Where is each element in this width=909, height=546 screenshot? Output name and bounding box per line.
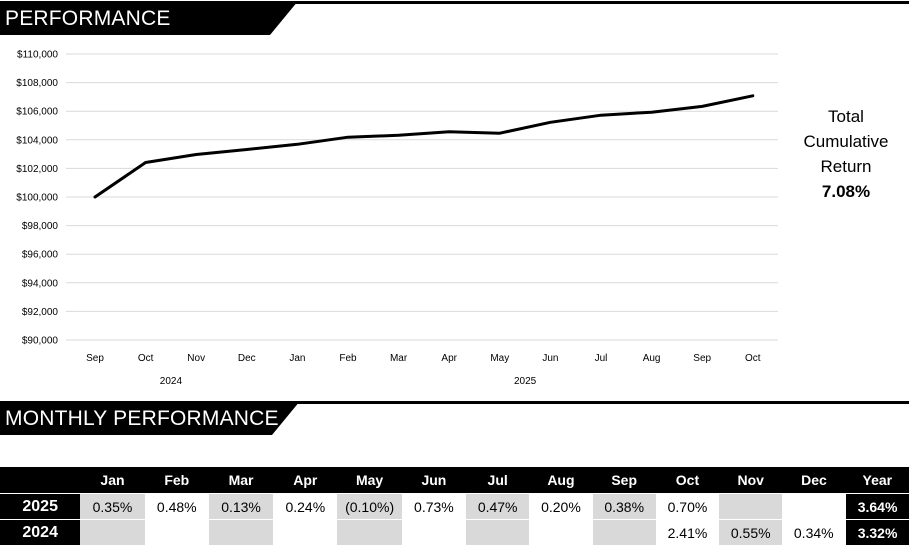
y-tick-label: $96,000 (22, 250, 59, 261)
y-axis-ticks: $90,000 $92,000 $94,000 $96,000 $98,000 $100,… (16, 50, 58, 347)
month-return-cell (208, 519, 274, 545)
header-cell: Jun (401, 467, 467, 494)
header-cell: Oct (655, 467, 720, 494)
month-return-cell (401, 519, 467, 545)
header-cell (0, 467, 81, 494)
section-tab: MONTHLY PERFORMANCE (0, 401, 300, 435)
x-axis-ticks: Sep Oct Nov Dec Jan Feb Mar Apr May Jun Jul Aug Sep O… (86, 353, 761, 387)
total-return-label-line2: Cumulative (803, 132, 889, 151)
month-return-cell: 0.20% (529, 493, 593, 520)
y-tick-label: $94,000 (22, 278, 59, 289)
month-return-cell (592, 519, 656, 545)
year-group-label: 2025 (514, 376, 537, 387)
total-cumulative-return: Total Cumulative Return 7.08% (778, 104, 909, 204)
month-return-cell: 0.48% (144, 493, 209, 520)
performance-title: PERFORMANCE (5, 7, 171, 30)
performance-line-chart: $90,000 $92,000 $94,000 $96,000 $98,000 $100,… (16, 50, 778, 387)
section-rule (0, 1, 909, 4)
month-return-cell: 0.47% (466, 493, 530, 520)
header-cell: Apr (273, 467, 338, 494)
year-total-cell: 3.64% (845, 493, 909, 520)
monthly-performance-table: Jan Feb Mar Apr May Jun Jul Aug Sep Oct … (0, 467, 909, 545)
header-cell: May (337, 467, 402, 494)
header-cell: Jul (466, 467, 530, 494)
x-tick-label: Oct (745, 353, 761, 364)
month-return-cell: 0.24% (273, 493, 338, 520)
x-tick-label: Oct (138, 353, 154, 364)
y-tick-label: $108,000 (16, 78, 58, 89)
month-return-cell (337, 519, 402, 545)
x-tick-label: Nov (187, 353, 205, 364)
section-tab: PERFORMANCE (0, 1, 298, 35)
header-cell: Sep (592, 467, 656, 494)
x-tick-label: Aug (643, 353, 661, 364)
series-line (93, 94, 755, 199)
month-return-cell: 0.73% (401, 493, 467, 520)
y-tick-label: $92,000 (22, 307, 59, 318)
month-return-cell: 0.35% (80, 493, 145, 520)
month-return-cell: 0.70% (655, 493, 720, 520)
x-tick-label: Mar (390, 353, 408, 364)
year-group-label: 2024 (160, 376, 183, 387)
total-return-label-line1: Total (828, 107, 864, 126)
x-tick-label: Dec (238, 353, 256, 364)
x-tick-label: Feb (339, 353, 357, 364)
performance-section-header: PERFORMANCE (0, 1, 909, 35)
y-tick-label: $106,000 (16, 107, 58, 118)
month-return-cell: 2.41% (655, 519, 720, 545)
row-year-label: 2025 (0, 493, 81, 520)
section-rule (0, 401, 909, 404)
month-return-cell (273, 519, 338, 545)
header-cell: Aug (529, 467, 593, 494)
year-total-cell: 3.32% (845, 519, 909, 545)
x-tick-label: Sep (693, 353, 711, 364)
table-row: 2025 0.35% 0.48% 0.13% 0.24% (0.10%) 0.7… (0, 493, 909, 520)
total-return-value: 7.08% (821, 182, 871, 201)
total-return-label-line3: Return (820, 157, 872, 176)
month-return-cell: 0.13% (208, 493, 274, 520)
header-cell: Mar (208, 467, 274, 494)
row-year-label: 2024 (0, 519, 81, 545)
y-tick-label: $102,000 (16, 164, 58, 175)
month-return-cell: (0.10%) (337, 493, 402, 520)
monthly-performance-title: MONTHLY PERFORMANCE (5, 407, 279, 430)
y-tick-label: $98,000 (22, 221, 59, 232)
y-tick-label: $110,000 (17, 50, 58, 61)
monthly-performance-section-header: MONTHLY PERFORMANCE (0, 401, 909, 435)
y-tick-label: $104,000 (16, 135, 58, 146)
month-return-cell (529, 519, 593, 545)
x-tick-label: Apr (441, 353, 457, 364)
x-tick-label: Jun (542, 353, 558, 364)
month-return-cell: 0.38% (592, 493, 656, 520)
month-return-cell (782, 493, 846, 520)
month-return-cell (144, 519, 209, 545)
y-tick-label: $90,000 (22, 336, 59, 347)
x-tick-label: May (490, 353, 509, 364)
header-cell: Nov (719, 467, 783, 494)
y-tick-label: $100,000 (16, 193, 58, 204)
x-tick-label: Jul (595, 353, 608, 364)
x-tick-label: Sep (86, 353, 104, 364)
month-return-cell (80, 519, 145, 545)
month-return-cell (719, 493, 783, 520)
header-cell: Dec (782, 467, 846, 494)
month-return-cell (466, 519, 530, 545)
chart-series (93, 94, 755, 199)
table-row: 2024 2.41% 0.55% 0.34% 3.32% (0, 519, 909, 545)
table-header-row: Jan Feb Mar Apr May Jun Jul Aug Sep Oct … (0, 467, 909, 494)
month-return-cell: 0.34% (782, 519, 846, 545)
header-cell: Year (845, 467, 909, 494)
chart-gridlines (66, 53, 778, 341)
month-return-cell: 0.55% (719, 519, 783, 545)
x-tick-label: Jan (289, 353, 305, 364)
header-cell: Jan (80, 467, 145, 494)
header-cell: Feb (144, 467, 209, 494)
